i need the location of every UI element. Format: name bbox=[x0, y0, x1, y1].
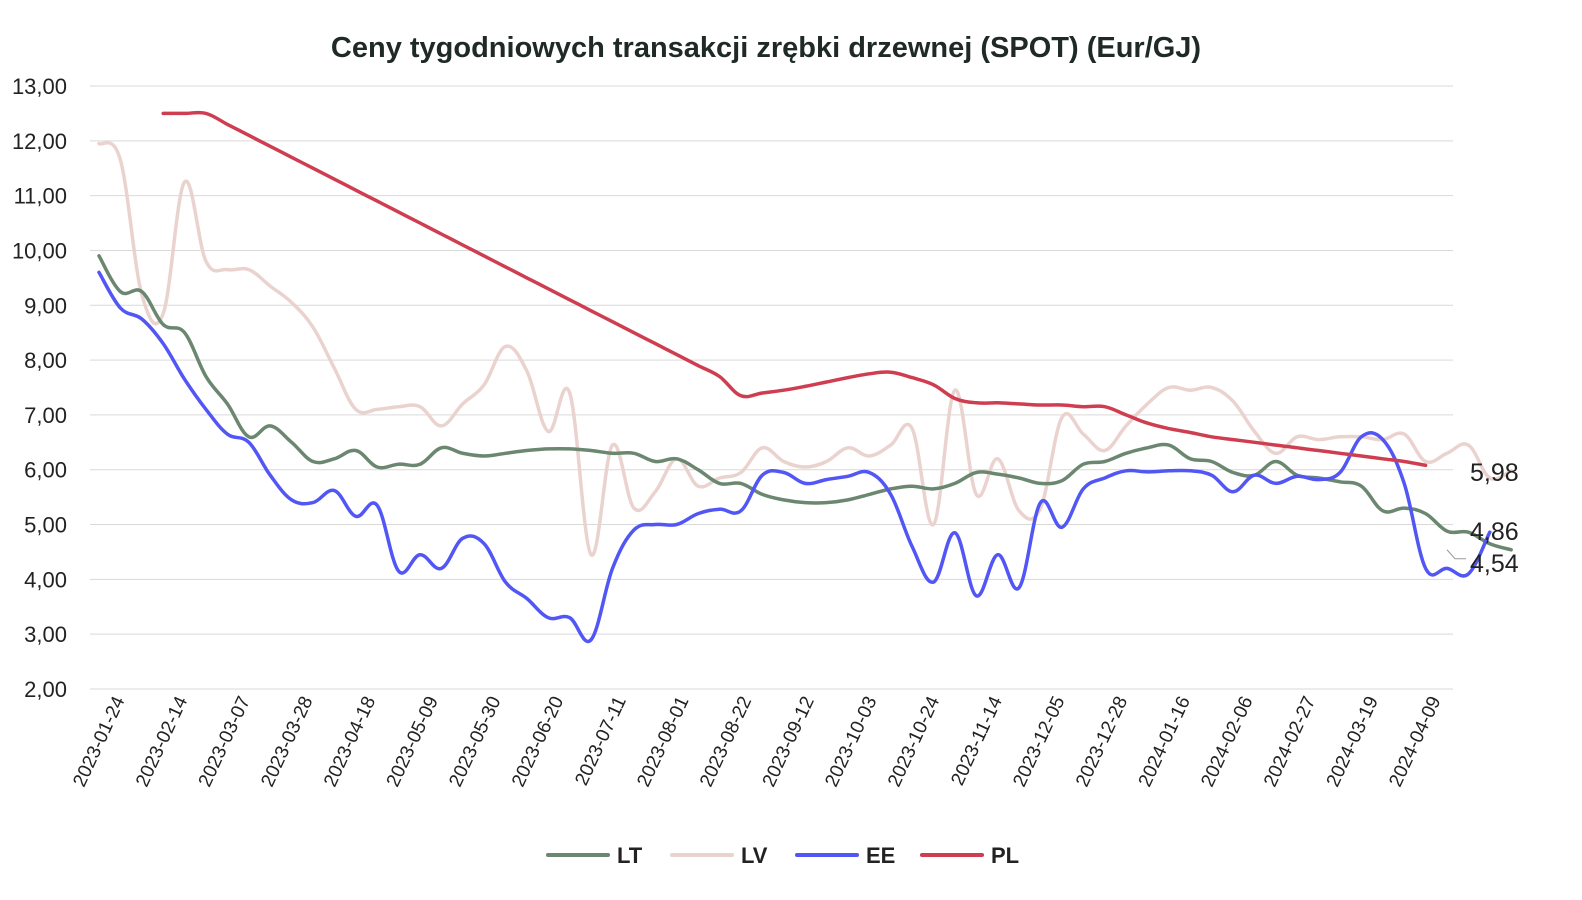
x-tick-label: 2023-04-18 bbox=[320, 693, 380, 790]
end-label-ee: 4,86 bbox=[1470, 518, 1519, 546]
series-line-lv bbox=[97, 140, 1513, 557]
x-tick-label: 2023-11-14 bbox=[947, 693, 1007, 789]
x-axis-ticks: 2023-01-24 2023-02-14 2023-03-07 2023-03-28… bbox=[69, 693, 1445, 790]
grid bbox=[90, 85, 1453, 690]
x-tick-label: 2023-01-24 bbox=[69, 693, 129, 790]
x-tick-label: 2023-03-07 bbox=[195, 693, 255, 790]
y-tick-label: 8,00 bbox=[24, 348, 67, 373]
x-tick-label: 2023-09-12 bbox=[759, 693, 819, 790]
legend-label: EE bbox=[866, 843, 895, 868]
legend-item-ee: EE bbox=[795, 843, 895, 868]
y-tick-label: 9,00 bbox=[24, 293, 67, 318]
x-tick-label: 2024-01-16 bbox=[1135, 693, 1195, 790]
chart-title: Ceny tygodniowych transakcji zrębki drze… bbox=[331, 32, 1201, 64]
x-tick-label: 2023-02-14 bbox=[132, 693, 192, 790]
y-tick-label: 13,00 bbox=[12, 74, 67, 99]
x-tick-label: 2023-12-05 bbox=[1009, 693, 1069, 790]
x-tick-label: 2023-06-20 bbox=[508, 693, 568, 790]
end-label-lt: 4,54 bbox=[1470, 550, 1519, 578]
x-tick-label: 2023-07-11 bbox=[571, 693, 631, 789]
x-tick-label: 2023-12-28 bbox=[1072, 693, 1132, 790]
x-tick-label: 2023-05-30 bbox=[445, 693, 505, 790]
x-tick-label: 2024-04-09 bbox=[1385, 693, 1445, 790]
legend-label: PL bbox=[991, 843, 1019, 868]
y-tick-label: 4,00 bbox=[24, 567, 67, 592]
x-tick-label: 2024-03-19 bbox=[1323, 693, 1383, 790]
series-line-lt bbox=[97, 254, 1513, 552]
y-tick-label: 6,00 bbox=[24, 458, 67, 483]
x-tick-label: 2024-02-27 bbox=[1260, 693, 1320, 790]
legend-label: LV bbox=[741, 843, 768, 868]
series-line-pl bbox=[161, 110, 1428, 468]
legend-item-lv: LV bbox=[670, 843, 768, 868]
x-tick-label: 2023-08-01 bbox=[633, 693, 693, 790]
y-tick-label: 12,00 bbox=[12, 129, 67, 154]
y-tick-label: 2,00 bbox=[24, 677, 67, 702]
legend-item-pl: PL bbox=[920, 843, 1019, 868]
y-tick-label: 10,00 bbox=[12, 238, 67, 263]
end-label-leader bbox=[1446, 549, 1466, 560]
x-tick-label: 2023-08-22 bbox=[696, 693, 756, 790]
legend-label: LT bbox=[617, 843, 643, 868]
x-tick-label: 2024-02-06 bbox=[1197, 693, 1257, 790]
y-axis-ticks: 2,00 3,00 4,00 5,00 6,00 7,00 8,00 9,00 10,00 11,… bbox=[12, 74, 67, 702]
legend-item-lt: LT bbox=[546, 843, 643, 868]
end-labels: 5,98 4,86 4,54 bbox=[1446, 459, 1519, 578]
y-tick-label: 5,00 bbox=[24, 513, 67, 538]
x-tick-label: 2023-03-28 bbox=[257, 693, 317, 790]
x-tick-label: 2023-10-03 bbox=[821, 693, 881, 790]
y-tick-label: 11,00 bbox=[14, 184, 67, 209]
y-tick-label: 7,00 bbox=[24, 403, 67, 428]
series-lines bbox=[97, 110, 1513, 644]
x-tick-label: 2023-10-24 bbox=[884, 693, 944, 790]
x-tick-label: 2023-05-09 bbox=[383, 693, 443, 790]
end-label-lv: 5,98 bbox=[1470, 459, 1519, 487]
y-tick-label: 3,00 bbox=[24, 622, 67, 647]
series-line-ee bbox=[97, 270, 1492, 644]
legend: LT LV EE PL bbox=[546, 843, 1019, 868]
